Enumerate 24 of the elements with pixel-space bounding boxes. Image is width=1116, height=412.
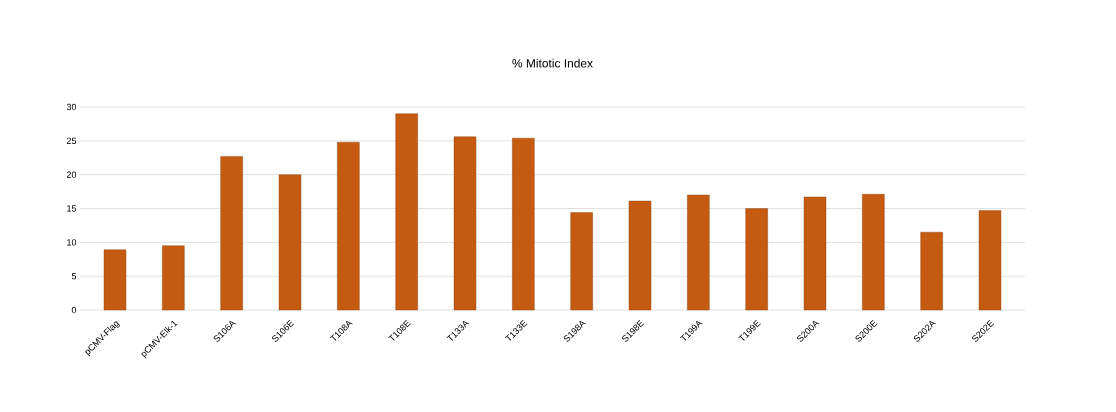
bar [862, 194, 885, 311]
bar [162, 245, 185, 311]
bar [920, 231, 943, 311]
chart-title: % Mitotic Index [512, 58, 593, 68]
bar [978, 210, 1002, 311]
bar [512, 137, 535, 311]
bar [745, 208, 768, 311]
bar [220, 156, 243, 311]
bar [570, 212, 593, 311]
y-tick-label: 5 [71, 273, 77, 280]
y-tick-label: 20 [66, 171, 77, 178]
bar [103, 249, 127, 311]
bar [803, 196, 827, 311]
bar [278, 174, 302, 311]
y-tick-label: 15 [67, 205, 77, 212]
bar [395, 113, 418, 311]
bar [628, 200, 652, 311]
y-tick-label: 25 [66, 137, 77, 145]
bar [687, 194, 710, 311]
bar [453, 136, 477, 311]
y-tick-label: 0 [71, 306, 77, 314]
y-tick-label: 10 [67, 239, 77, 246]
bar [337, 141, 360, 311]
y-tick-label: 30 [66, 103, 77, 111]
